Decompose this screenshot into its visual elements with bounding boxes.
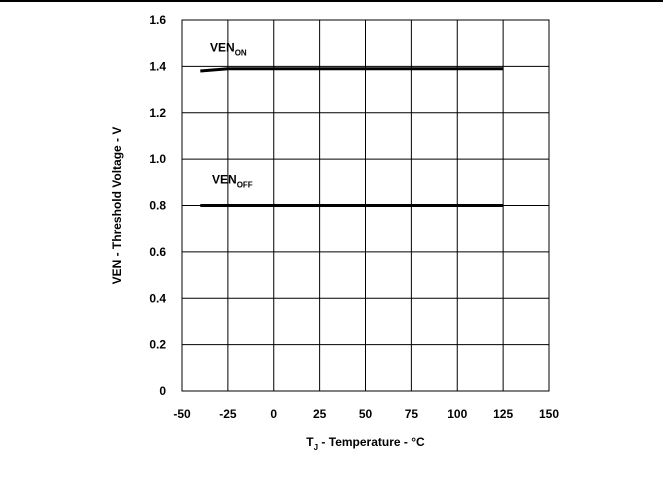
x-tick-label: 50 — [359, 407, 373, 421]
series-label-ven-on-sub: ON — [235, 49, 247, 58]
x-axis-label: TJ - Temperature - °C — [306, 435, 425, 452]
series-layer — [200, 67, 504, 207]
x-tick-label: -25 — [219, 407, 237, 421]
series-label-ven-off: VENOFF — [212, 173, 253, 190]
x-tick-label: 25 — [313, 407, 327, 421]
top-rule — [0, 0, 663, 2]
x-axis-label-sub: J — [314, 443, 318, 452]
x-tick-labels: -50 -25 0 25 50 75 100 125 150 — [173, 407, 559, 421]
x-tick-label: -50 — [173, 407, 191, 421]
y-tick-label: 0.4 — [149, 291, 166, 305]
x-axis-label-prefix: T — [306, 435, 314, 449]
plot-frame — [181, 19, 550, 392]
x-tick-label: 100 — [447, 407, 467, 421]
y-tick-label: 1.0 — [149, 152, 166, 166]
x-tick-label: 75 — [405, 407, 419, 421]
y-tick-labels: 0 0.2 0.4 0.6 0.8 1.0 1.2 1.4 1.6 — [149, 13, 166, 398]
y-tick-label: 1.4 — [149, 59, 166, 73]
series-label-ven-off-main: VEN — [212, 173, 237, 187]
y-axis-label: VEN - Threshold Voltage - V — [110, 127, 124, 285]
y-tick-label: 1.6 — [149, 13, 166, 27]
x-tick-label: 150 — [539, 407, 559, 421]
series-label-ven-on-main: VEN — [210, 41, 235, 55]
y-tick-label: 0.8 — [149, 199, 166, 213]
y-tick-label: 1.2 — [149, 106, 166, 120]
y-tick-label: 0 — [159, 384, 166, 398]
y-tick-label: 0.6 — [149, 245, 166, 259]
series-label-ven-off-sub: OFF — [237, 181, 253, 190]
x-tick-label: 0 — [270, 407, 277, 421]
x-tick-label: 125 — [493, 407, 513, 421]
y-tick-label: 0.2 — [149, 338, 166, 352]
series-line-ven-on — [200, 67, 504, 73]
series-label-ven-on: VENON — [210, 41, 247, 58]
x-axis-label-suffix: - Temperature - °C — [318, 435, 425, 449]
